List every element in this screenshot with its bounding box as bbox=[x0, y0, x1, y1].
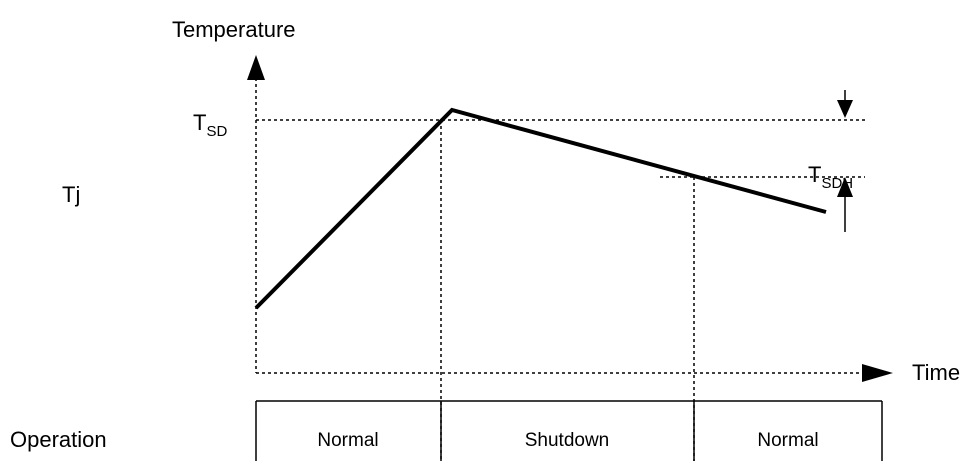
subscript: SDH bbox=[821, 175, 853, 192]
symbol: T bbox=[808, 162, 821, 187]
state-label: Normal bbox=[317, 430, 378, 451]
x-axis-label: Time bbox=[912, 360, 960, 385]
state-label: Shutdown bbox=[525, 430, 610, 451]
symbol: T bbox=[193, 110, 206, 135]
hysteresis-arrow-bottom-head bbox=[837, 177, 853, 197]
operation-label: Operation bbox=[10, 427, 107, 452]
curve-label: Tj bbox=[62, 182, 80, 207]
hysteresis-arrow-top-head bbox=[837, 100, 853, 118]
y-axis-label: Temperature bbox=[172, 17, 296, 42]
shutdown-level-label: TSD bbox=[193, 110, 227, 140]
subscript: SD bbox=[206, 123, 227, 140]
hysteresis-label: TSDH bbox=[808, 162, 853, 192]
temperature-curve bbox=[254, 107, 827, 310]
x-axis-arrow bbox=[862, 364, 893, 382]
state-label: Normal bbox=[757, 430, 818, 451]
y-axis-arrow bbox=[247, 55, 265, 80]
